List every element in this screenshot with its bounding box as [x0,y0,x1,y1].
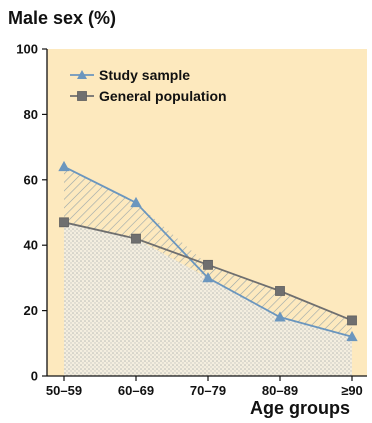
x-tick-label: 50–59 [46,383,82,398]
axes: 0 20 40 60 80 100 50–59 60–69 70–79 80–89 ≥90 [16,42,367,398]
x-tick-label: 70–79 [190,383,226,398]
y-axis-label: Male sex (%) [8,8,117,28]
series-markers [58,160,358,342]
study-sample-point [346,330,358,342]
x-tick-label: ≥90 [341,383,363,398]
study-sample-point [274,311,286,322]
general-population-point [131,233,141,244]
legend-population-label: General population [99,88,227,104]
general-population-point [59,217,69,228]
overlap-area [64,222,352,376]
general-population-point [203,259,213,270]
y-tick-label: 20 [24,303,38,318]
x-axis-label: Age groups [249,398,350,418]
y-tick-label: 100 [16,42,38,57]
general-population-point [347,315,357,326]
legend-population-marker [77,91,87,101]
study-sample-point [58,160,70,172]
study-sample-point [202,272,214,283]
legend: Study sample General population [70,67,227,104]
general-population-point [275,286,285,296]
x-tick-label: 80–89 [262,383,298,398]
study-sample-point [130,196,142,208]
legend-study-label: Study sample [99,67,190,83]
y-tick-label: 0 [31,369,38,384]
y-tick-label: 60 [24,172,38,187]
legend-study-marker [77,70,87,79]
y-tick-label: 80 [24,107,38,122]
x-tick-label: 60–69 [118,383,154,398]
y-tick-label: 40 [24,238,38,253]
